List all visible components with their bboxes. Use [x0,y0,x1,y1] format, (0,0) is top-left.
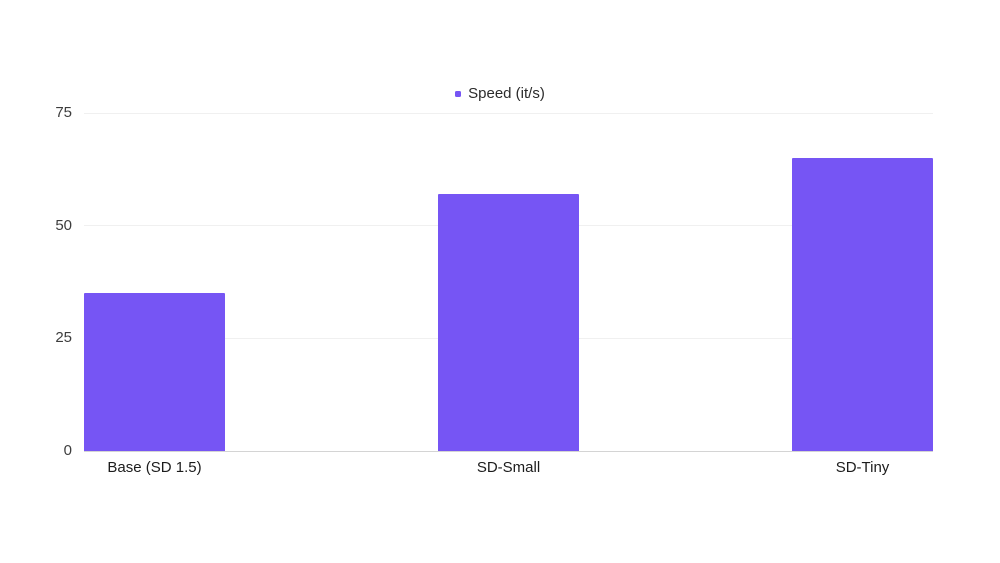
y-tick-label: 50 [55,216,72,234]
legend-label: Speed (it/s) [468,85,545,102]
y-tick-label: 0 [63,442,72,460]
x-tick-label: SD-Small [476,459,541,476]
x-axis-line [84,450,933,452]
bar-sd-small[interactable] [438,194,579,451]
x-tick-label: SD-Tiny [835,459,890,476]
plot-area: 0 25 50 75 Base (SD 1.5) SD-Small SD-Tiny [55,104,933,476]
y-tick-label: 75 [55,104,72,122]
gridline [84,112,933,114]
bar-sd-tiny[interactable] [792,158,933,451]
x-tick-label: Base (SD 1.5) [107,459,202,476]
legend[interactable]: Speed (it/s) [0,86,1000,102]
bar-base-sd-1.5-[interactable] [84,293,225,451]
y-tick-label: 25 [55,329,72,347]
legend-marker-icon [455,91,462,97]
